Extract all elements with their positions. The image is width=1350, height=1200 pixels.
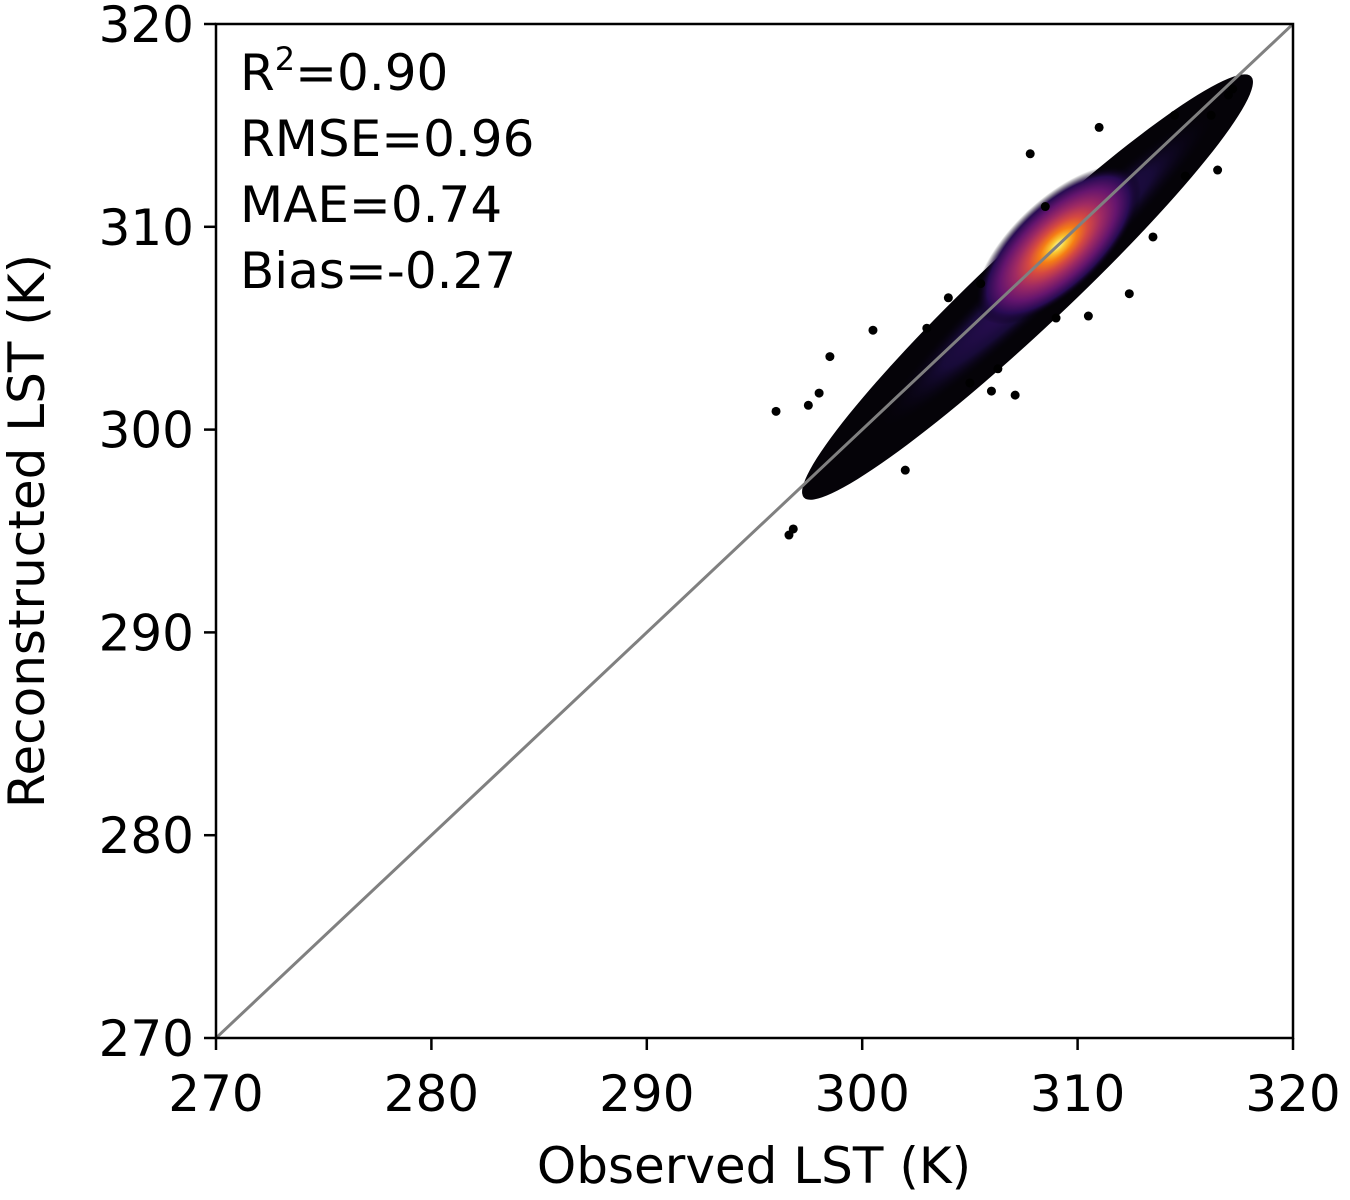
x-axis-label: Observed LST (K) xyxy=(537,1137,971,1195)
y-tick-label: 310 xyxy=(99,199,194,257)
x-tick-label: 280 xyxy=(384,1065,479,1123)
x-tick-label: 270 xyxy=(168,1065,263,1123)
x-tick-label: 290 xyxy=(599,1065,694,1123)
scatter-point xyxy=(803,400,813,410)
scatter-point xyxy=(771,406,781,416)
y-tick-label: 290 xyxy=(99,604,194,662)
stats-annotation: R2=0.90 RMSE=0.96 MAE=0.74 Bias=-0.27 xyxy=(240,40,534,300)
scatter-point xyxy=(788,524,798,534)
mae-stat: MAE=0.74 xyxy=(240,176,502,234)
scatter-point xyxy=(993,364,1003,374)
axes xyxy=(214,22,1295,1040)
x-tick-label: 300 xyxy=(814,1065,909,1123)
scatter-point xyxy=(1010,390,1020,400)
scatter-point xyxy=(1040,202,1050,212)
scatter-point xyxy=(868,325,878,335)
scatter-point xyxy=(1051,313,1061,323)
bias-stat: Bias=-0.27 xyxy=(240,242,516,300)
scatter-point xyxy=(1094,122,1104,132)
scatter-point xyxy=(900,465,910,475)
scatter-point xyxy=(814,388,824,398)
scatter-point xyxy=(1124,289,1134,299)
scatter-point xyxy=(943,293,953,303)
plot-area xyxy=(216,24,1293,1038)
scatter-point xyxy=(922,323,932,333)
rmse-stat: RMSE=0.96 xyxy=(240,110,534,168)
r2-stat: R2=0.90 xyxy=(240,40,448,102)
scatter-point xyxy=(1025,149,1035,159)
scatter-point xyxy=(1206,110,1216,120)
one-to-one-line xyxy=(216,24,1293,1038)
scatter-point xyxy=(976,279,986,289)
scatter-point xyxy=(1180,171,1190,181)
x-tick-label: 310 xyxy=(1030,1065,1125,1123)
ticks: 270 280 290 300 310 320 270 280 290 300 310 320 xyxy=(99,0,1341,1123)
scatter-point xyxy=(1228,84,1238,94)
scatter-point xyxy=(1083,311,1093,321)
x-tick-label: 320 xyxy=(1245,1065,1340,1123)
scatter-point xyxy=(1213,165,1223,175)
scatter-point xyxy=(986,386,996,396)
scatter-point xyxy=(1170,110,1180,120)
scatter-point xyxy=(1148,232,1158,242)
y-axis-label: Reconstructed LST (K) xyxy=(0,254,56,808)
y-tick-label: 270 xyxy=(99,1010,194,1068)
y-tick-label: 300 xyxy=(99,402,194,460)
y-tick-label: 280 xyxy=(99,807,194,865)
scatter-point xyxy=(965,378,975,388)
scatter-point xyxy=(825,352,835,362)
plot-frame xyxy=(214,22,1295,1040)
y-tick-label: 320 xyxy=(99,0,194,54)
